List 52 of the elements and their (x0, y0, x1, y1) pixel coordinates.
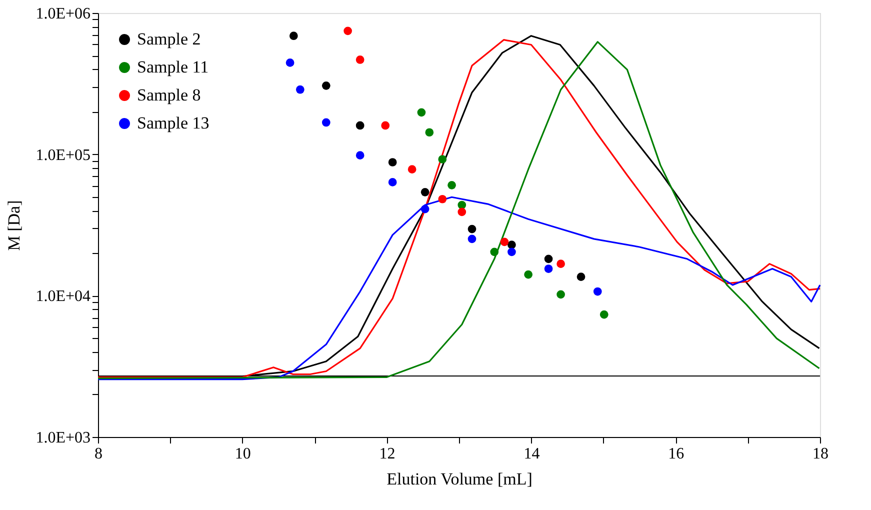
point (344, 26, 352, 36)
point (524, 270, 532, 279)
y-tick-label: 1.0E+03 (36, 430, 90, 446)
legend-label: Sample 11 (137, 58, 209, 76)
point (420, 188, 430, 196)
x-axis-title: Elution Volume [mL] (386, 470, 532, 488)
point (556, 260, 565, 268)
point (322, 118, 330, 127)
legend-label: Sample 8 (137, 86, 201, 104)
x-tick-label: 8 (94, 446, 102, 462)
point (544, 264, 553, 273)
point (508, 240, 516, 249)
point (322, 82, 330, 90)
point (490, 248, 499, 256)
point (356, 121, 364, 130)
point (388, 158, 397, 166)
legend-label: Sample 2 (137, 30, 201, 48)
point (425, 128, 434, 137)
point (420, 204, 430, 214)
point (417, 108, 426, 117)
point (388, 178, 397, 186)
y-tick-label: 1.0E+05 (36, 146, 90, 164)
point (468, 224, 476, 234)
x-tick-label: 10 (234, 446, 251, 462)
point (576, 272, 586, 281)
x-tick-label: 14 (524, 446, 540, 462)
point (600, 310, 608, 319)
point (468, 234, 476, 244)
point (438, 155, 447, 164)
point (508, 248, 516, 256)
point (356, 56, 364, 64)
y-tick-label: 1.0E+04 (36, 288, 90, 306)
point (458, 200, 466, 210)
point (458, 208, 466, 216)
point (296, 85, 304, 94)
point (544, 254, 553, 264)
y-axis-title: M [Da] (4, 200, 24, 251)
x-tick-label: 16 (668, 446, 684, 462)
point (289, 32, 298, 40)
point (286, 58, 294, 67)
point (381, 121, 390, 130)
point (593, 287, 602, 296)
legend-label: Sample 13 (137, 114, 210, 132)
x-tick-label: 18 (812, 446, 828, 462)
point (438, 194, 447, 204)
point (448, 181, 456, 190)
point (408, 165, 416, 174)
x-tick-label: 12 (379, 446, 396, 462)
point (556, 290, 565, 299)
point (356, 151, 364, 160)
y-tick-label: 1.0E+06 (36, 6, 90, 22)
point (500, 238, 509, 246)
